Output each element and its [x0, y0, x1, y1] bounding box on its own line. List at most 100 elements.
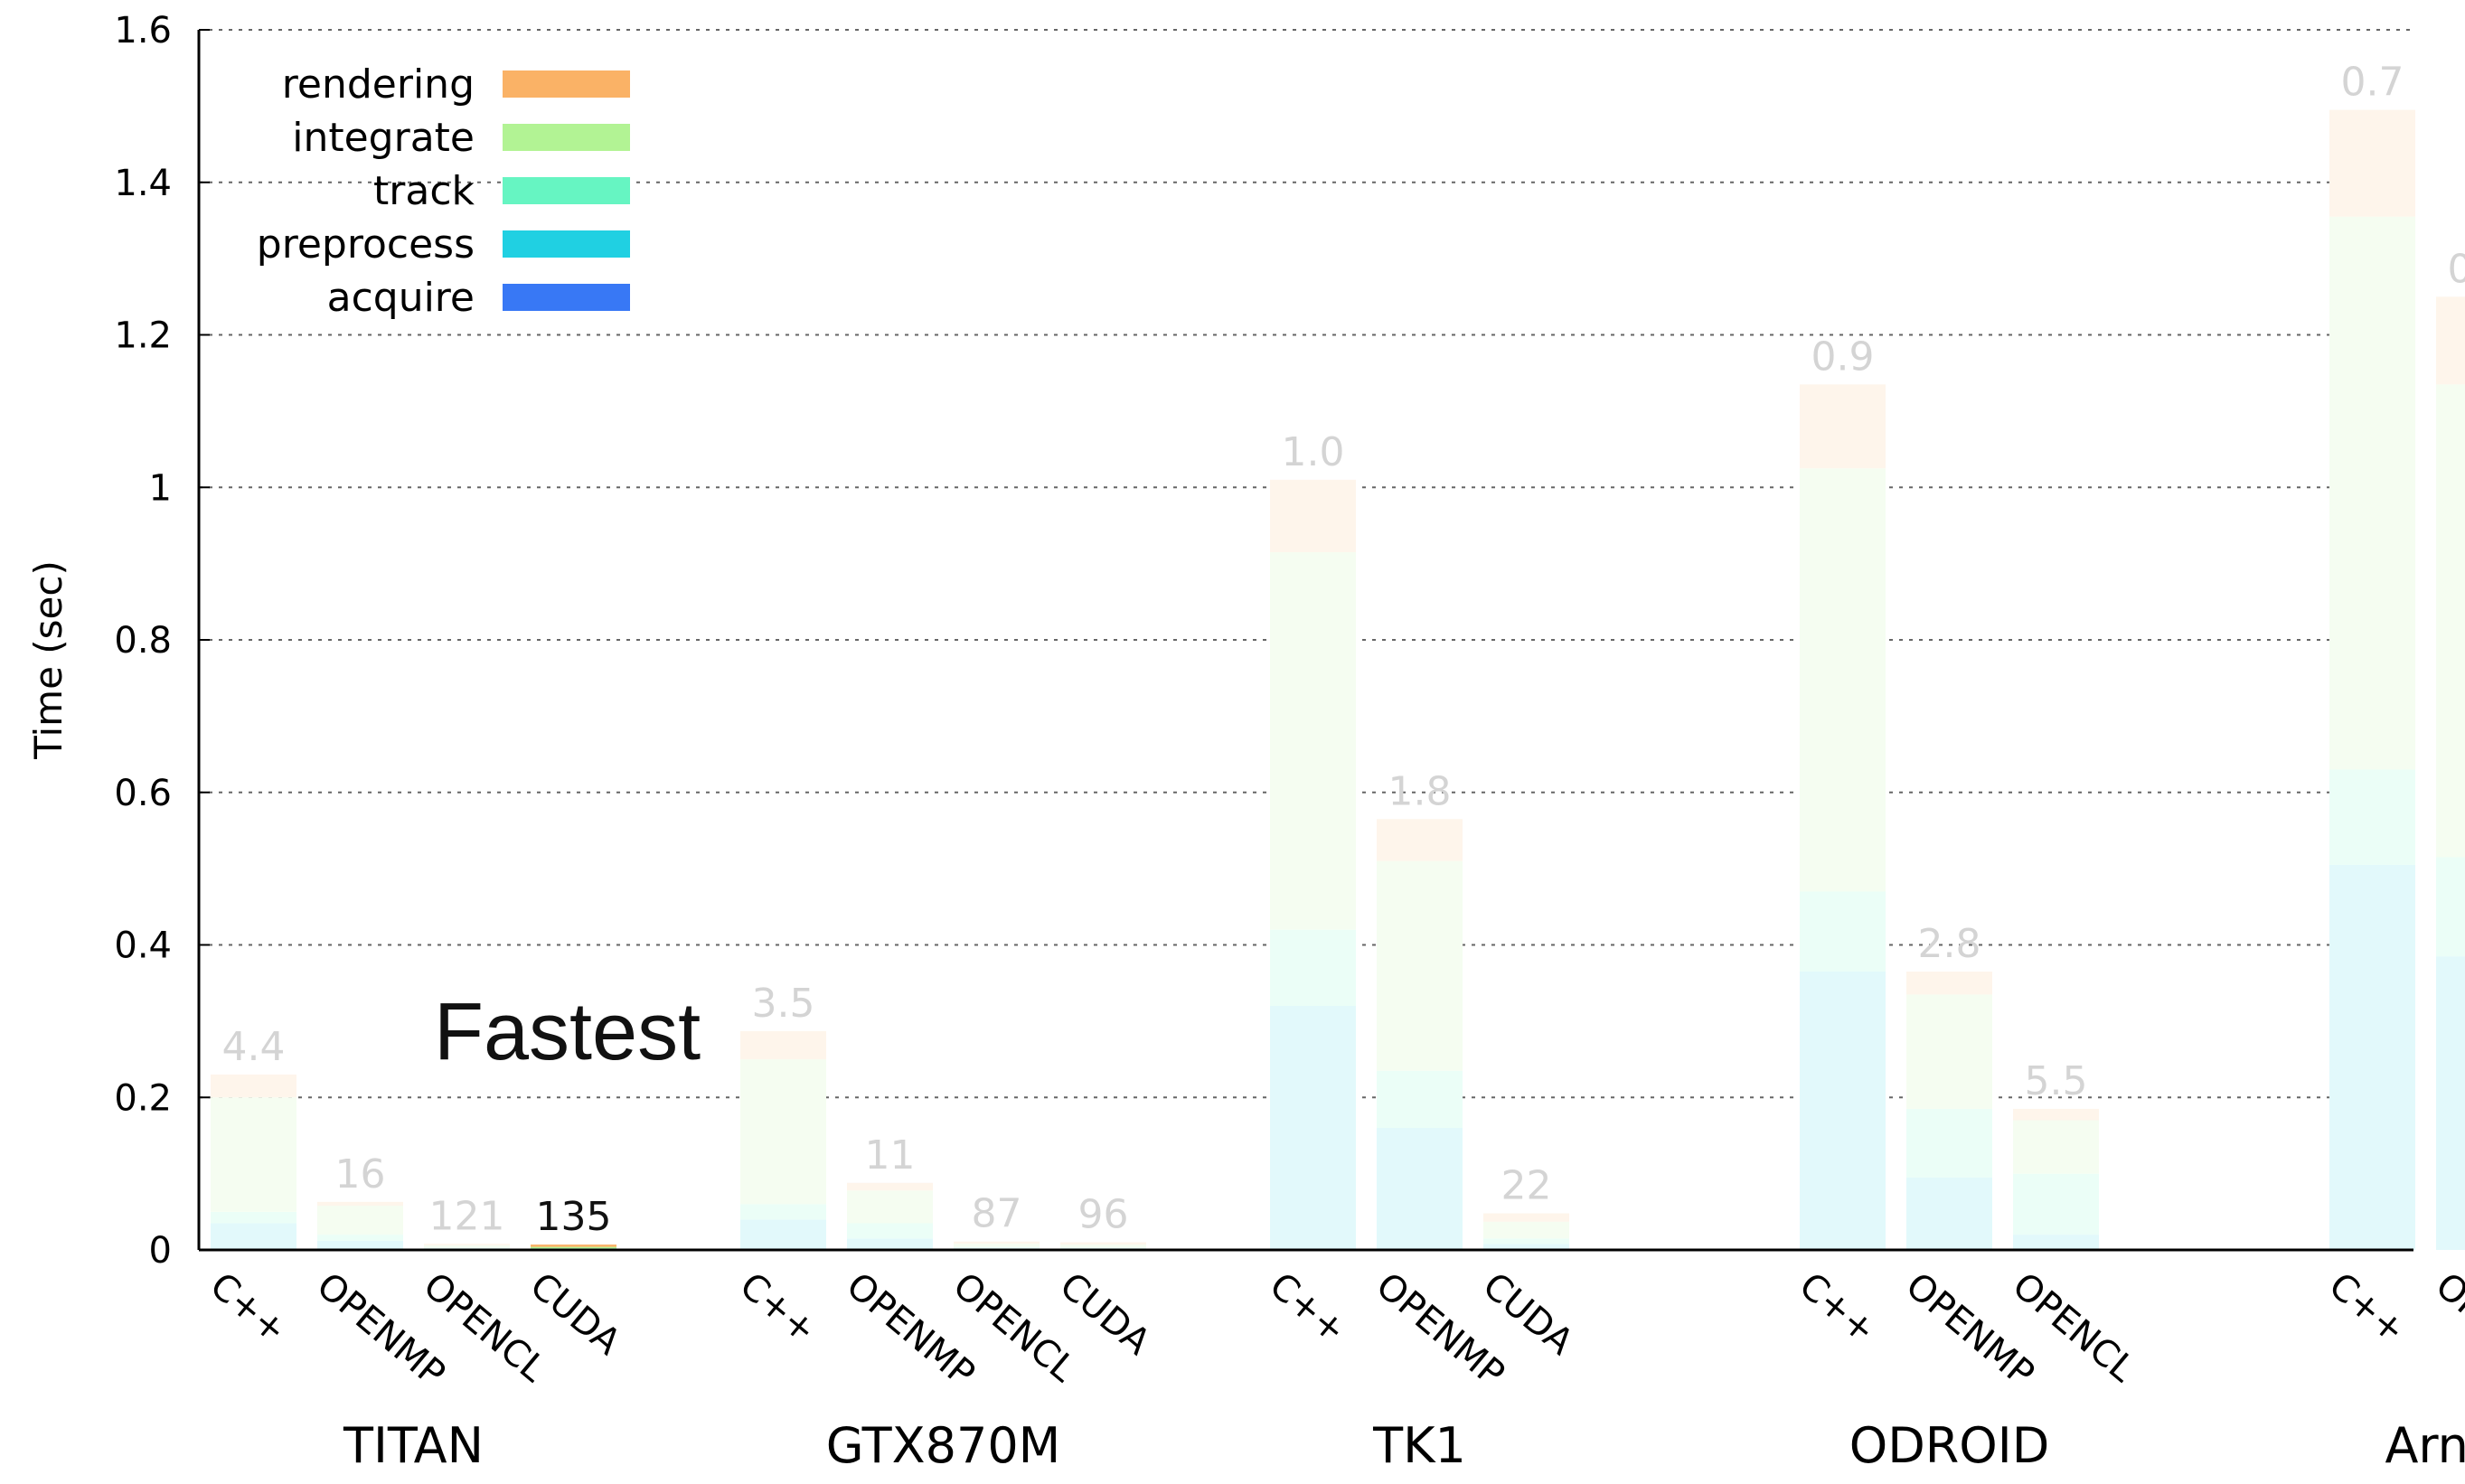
data-label: 1.0: [1282, 429, 1345, 475]
y-tick-label: 1.4: [114, 163, 172, 204]
legend-label-track: track: [373, 168, 475, 214]
bar-titan-cpp-integrate: [211, 1097, 296, 1212]
bar-gtx870m-cpp-preprocess: [740, 1219, 826, 1250]
bar-titan-cpp-preprocess: [211, 1223, 296, 1250]
x-tick-label: C++: [2321, 1264, 2413, 1351]
legend-label-acquire: acquire: [327, 275, 475, 321]
bar-odroid-openmp-preprocess: [1906, 1177, 1992, 1250]
group-label-arndale: Arndale: [2385, 1417, 2465, 1474]
y-tick-label: 0.4: [114, 925, 172, 967]
bar-arndale-cpp-preprocess: [2329, 864, 2415, 1250]
bar-tk1-cuda-track: [1483, 1238, 1569, 1244]
data-label: 2.8: [1918, 921, 1981, 967]
bar-gtx870m-openmp-track: [847, 1223, 933, 1239]
legend-label-preprocess: preprocess: [257, 221, 475, 268]
bar-tk1-cpp-rendering: [1270, 479, 1356, 552]
bar-tk1-openmp-track: [1377, 1070, 1463, 1128]
bar-odroid-openmp-integrate: [1906, 994, 1992, 1109]
bar-gtx870m-cpp-integrate: [740, 1059, 826, 1205]
bar-arndale-cpp-rendering: [2329, 109, 2415, 217]
bar-odroid-opencl-rendering: [2013, 1108, 2099, 1121]
group-label-odroid: ODROID: [1849, 1417, 2050, 1474]
data-label: 1.8: [1388, 768, 1452, 814]
bar-arndale-openmp-preprocess: [2436, 956, 2465, 1250]
bar-odroid-opencl-track: [2013, 1173, 2099, 1235]
y-tick-label: 1: [149, 467, 172, 509]
legend-swatch-acquire: [503, 284, 630, 311]
bar-odroid-opencl-integrate: [2013, 1120, 2099, 1174]
legend-label-integrate: integrate: [292, 115, 475, 161]
bar-titan-openmp-preprocess: [317, 1240, 403, 1250]
bar-titan-openmp-integrate: [317, 1206, 403, 1235]
bar-titan-cpp-rendering: [211, 1074, 296, 1098]
group-label-titan: TITAN: [343, 1417, 484, 1474]
bar-titan-opencl-rendering: [424, 1244, 510, 1245]
data-label: 0.7: [2341, 60, 2404, 106]
bar-odroid-cpp-track: [1800, 891, 1886, 972]
bar-tk1-cpp-integrate: [1270, 551, 1356, 930]
bar-gtx870m-openmp-preprocess: [847, 1238, 933, 1250]
bar-odroid-cpp-integrate: [1800, 468, 1886, 892]
y-tick-label: 1.6: [114, 10, 172, 52]
legend-swatch-track: [503, 177, 630, 204]
bar-titan-cuda-rendering: [531, 1244, 616, 1247]
bar-gtx870m-openmp-rendering: [847, 1182, 933, 1191]
legend-label-rendering: rendering: [282, 61, 475, 108]
group-label-tk1: TK1: [1372, 1417, 1466, 1474]
x-tick-label: C++: [1262, 1264, 1354, 1351]
bar-titan-cuda-integrate: [531, 1246, 616, 1249]
bar-arndale-openmp-track: [2436, 857, 2465, 957]
bar-gtx870m-cuda-integrate: [1060, 1244, 1146, 1248]
bar-arndale-openmp-integrate: [2436, 384, 2465, 858]
y-tick-label: 0.8: [114, 620, 172, 662]
legend-swatch-rendering: [503, 70, 630, 98]
bar-tk1-cpp-preprocess: [1270, 1006, 1356, 1250]
x-tick-label: OPENMP: [2428, 1264, 2465, 1395]
bar-gtx870m-opencl-rendering: [954, 1241, 1040, 1244]
bar-gtx870m-cuda-track: [1060, 1247, 1146, 1249]
bar-tk1-openmp-integrate: [1377, 860, 1463, 1071]
bar-tk1-openmp-rendering: [1377, 819, 1463, 861]
bar-arndale-openmp-rendering: [2436, 296, 2465, 385]
legend-swatch-preprocess: [503, 230, 630, 258]
data-label: 87: [972, 1191, 1022, 1237]
x-tick-label: C++: [1792, 1264, 1884, 1351]
bar-titan-opencl-track: [424, 1247, 510, 1249]
legend: rendering integrate track preprocess acquire: [257, 61, 630, 321]
y-tick-label: 0.6: [114, 773, 172, 814]
y-tick-label: 0.2: [114, 1077, 172, 1119]
bar-gtx870m-cpp-track: [740, 1204, 826, 1220]
bar-odroid-openmp-track: [1906, 1108, 1992, 1178]
bars: [211, 109, 2465, 1250]
bar-odroid-cpp-preprocess: [1800, 972, 1886, 1250]
bar-titan-opencl-integrate: [424, 1244, 510, 1248]
y-tick-label: 0: [149, 1230, 172, 1272]
bar-odroid-openmp-rendering: [1906, 972, 1992, 995]
data-label: 3.5: [752, 981, 815, 1027]
data-label: 96: [1078, 1192, 1129, 1238]
legend-swatch-integrate: [503, 124, 630, 151]
bar-arndale-cpp-track: [2329, 769, 2415, 865]
data-label: 135: [536, 1194, 612, 1240]
bar-titan-openmp-rendering: [317, 1201, 403, 1207]
y-axis-label: Time (sec): [26, 560, 71, 760]
data-label: 121: [429, 1193, 505, 1239]
bar-tk1-openmp-preprocess: [1377, 1128, 1463, 1250]
data-label: 16: [335, 1151, 386, 1198]
y-tick-label: 1.2: [114, 315, 172, 357]
data-label: 22: [1501, 1163, 1552, 1209]
data-label: 0.8: [2448, 246, 2465, 292]
group-label-gtx870m: GTX870M: [826, 1417, 1061, 1474]
x-tick-label: C++: [202, 1264, 295, 1351]
fastest-annotation: Fastest: [434, 987, 701, 1077]
bar-titan-cpp-track: [211, 1211, 296, 1224]
bar-gtx870m-cpp-rendering: [740, 1030, 826, 1060]
bar-odroid-cpp-rendering: [1800, 384, 1886, 469]
data-label: 5.5: [2025, 1058, 2088, 1104]
bar-gtx870m-opencl-track: [954, 1246, 1040, 1249]
data-label: 4.4: [222, 1024, 286, 1070]
data-label: 11: [865, 1132, 916, 1179]
bar-tk1-cpp-track: [1270, 929, 1356, 1006]
bar-tk1-cuda-integrate: [1483, 1221, 1569, 1239]
